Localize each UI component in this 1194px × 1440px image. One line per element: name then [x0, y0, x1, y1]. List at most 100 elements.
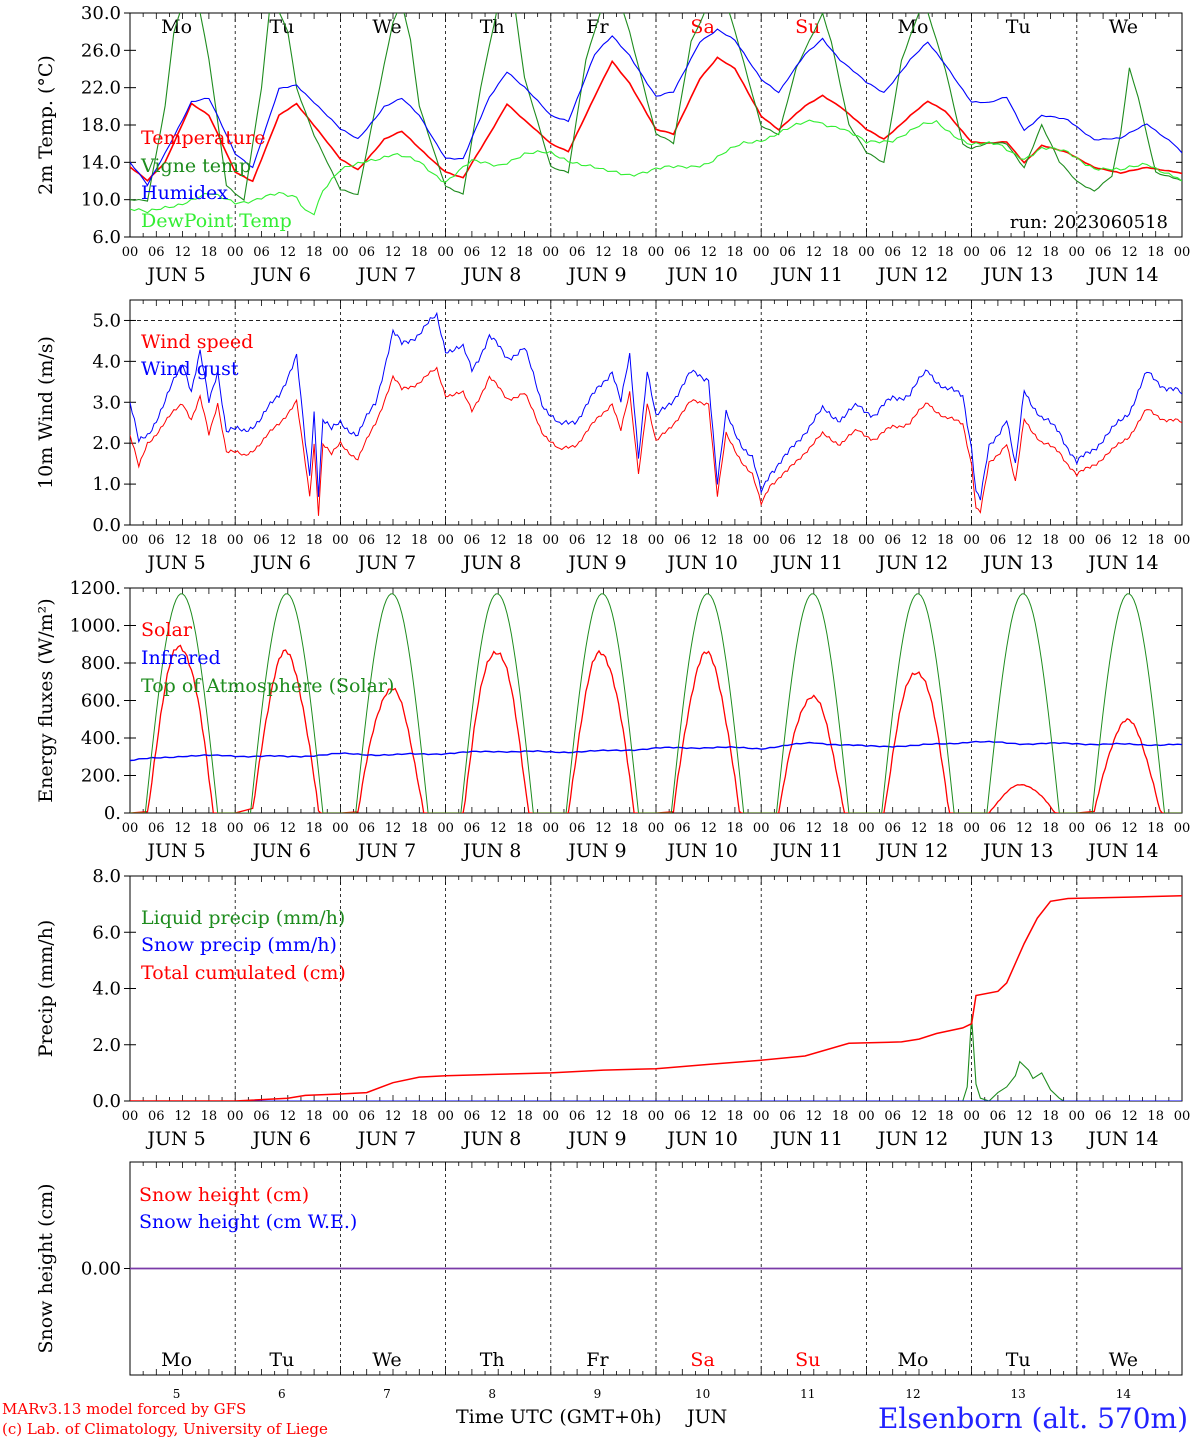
- y-tick-label: 2.0: [92, 1035, 121, 1056]
- day-number: 5: [173, 1387, 181, 1401]
- hour-label: 00: [858, 245, 875, 260]
- series-temperature: [130, 56, 1182, 183]
- hour-label: 00: [753, 245, 770, 260]
- hour-label: 00: [122, 821, 139, 836]
- hour-label: 18: [621, 1109, 638, 1124]
- day-of-week: Th: [480, 16, 505, 38]
- hour-label: 18: [621, 533, 638, 548]
- day-number: 12: [905, 1387, 920, 1401]
- date-label: JUN 12: [876, 1128, 948, 1150]
- hour-label: 06: [884, 821, 901, 836]
- date-label: JUN 5: [145, 552, 205, 574]
- day-of-week: We: [372, 16, 401, 38]
- hour-label: 18: [1147, 821, 1164, 836]
- hour-label: 18: [1147, 1109, 1164, 1124]
- y-axis-label: 2m Temp. (°C): [35, 55, 57, 195]
- day-number: 7: [383, 1387, 391, 1401]
- hour-label: 00: [227, 1109, 244, 1124]
- hour-label: 06: [464, 245, 481, 260]
- date-label: JUN 9: [566, 840, 626, 862]
- hour-label: 12: [385, 821, 402, 836]
- series-liquid-precip-mm-h-: [130, 1016, 1182, 1101]
- hour-label: 12: [911, 245, 928, 260]
- y-tick-label: 26.0: [81, 40, 121, 61]
- series-solar: [130, 644, 1182, 813]
- y-tick-label: 0.00: [81, 1259, 121, 1280]
- hour-label: 18: [1042, 533, 1059, 548]
- hour-label: 12: [1016, 245, 1033, 260]
- y-tick-label: 18.0: [81, 115, 121, 136]
- hour-label: 12: [911, 533, 928, 548]
- hour-label: 12: [280, 245, 297, 260]
- hour-label: 18: [727, 245, 744, 260]
- day-of-week: Tu: [269, 16, 294, 38]
- day-number: 11: [800, 1387, 815, 1401]
- date-label: JUN 11: [771, 264, 843, 286]
- hour-label: 00: [122, 533, 139, 548]
- hour-label: 00: [543, 1109, 560, 1124]
- hour-label: 00: [1174, 821, 1191, 836]
- day-number: 9: [594, 1387, 602, 1401]
- hour-label: 12: [595, 1109, 612, 1124]
- hour-label: 12: [280, 1109, 297, 1124]
- hour-label: 18: [516, 245, 533, 260]
- hour-label: 00: [858, 821, 875, 836]
- hour-label: 06: [674, 245, 691, 260]
- day-number: 13: [1011, 1387, 1026, 1401]
- day-of-week: Th: [480, 1349, 505, 1371]
- hour-label: 12: [174, 1109, 191, 1124]
- hour-label: 00: [543, 821, 560, 836]
- hour-label: 06: [253, 245, 270, 260]
- date-label: JUN 14: [1086, 552, 1158, 574]
- series-total-cumulated-cm-: [130, 894, 1182, 1101]
- hour-label: 06: [464, 533, 481, 548]
- hour-label: 18: [937, 821, 954, 836]
- day-of-week: Fr: [586, 16, 609, 38]
- y-tick-label: 600.: [81, 691, 121, 712]
- legend-series-vigne-temp: Vigne temp: [140, 155, 251, 177]
- y-tick-label: 1.0: [92, 474, 121, 495]
- series-group: [130, 593, 1182, 813]
- hour-label: 06: [358, 1109, 375, 1124]
- hour-label: 00: [1069, 1109, 1086, 1124]
- hour-label: 06: [1095, 245, 1112, 260]
- day-of-week: Fr: [586, 1349, 609, 1371]
- hour-label: 12: [911, 1109, 928, 1124]
- day-of-week: Mo: [898, 1349, 929, 1371]
- month-label: JUN: [685, 1406, 727, 1428]
- y-tick-label: 3.0: [92, 392, 121, 413]
- hour-label: 06: [464, 821, 481, 836]
- panel-snow: 0.00 Snow height (cm) Mo Tu We Th Fr Sa Su Mo Tu We…: [35, 1161, 1183, 1401]
- hour-label: 06: [358, 821, 375, 836]
- hour-label: 12: [280, 821, 297, 836]
- hour-label: 18: [1042, 821, 1059, 836]
- hour-label: 00: [1174, 533, 1191, 548]
- hour-label: 00: [858, 1109, 875, 1124]
- hour-label: 00: [1069, 533, 1086, 548]
- hour-label: 00: [122, 245, 139, 260]
- hour-label: 06: [884, 1109, 901, 1124]
- hour-label: 06: [884, 245, 901, 260]
- series-wind-gust: [130, 311, 1182, 501]
- date-label: JUN 12: [876, 840, 948, 862]
- hour-label: 18: [937, 245, 954, 260]
- hour-label: 12: [174, 821, 191, 836]
- date-label: JUN 11: [771, 1128, 843, 1150]
- legend-series-wind-speed: Wind speed: [141, 331, 253, 353]
- date-label: JUN 8: [461, 264, 521, 286]
- hour-label: 12: [1121, 533, 1138, 548]
- hour-label: 12: [700, 533, 717, 548]
- hour-label: 00: [858, 533, 875, 548]
- hour-label: 06: [1095, 533, 1112, 548]
- date-label: JUN 8: [461, 840, 521, 862]
- hour-label: 12: [385, 533, 402, 548]
- date-label: JUN 14: [1086, 264, 1158, 286]
- date-label: JUN 13: [981, 264, 1053, 286]
- hour-label: 06: [990, 533, 1007, 548]
- hour-label: 00: [1174, 245, 1191, 260]
- hour-label: 00: [1069, 821, 1086, 836]
- hour-label: 12: [595, 533, 612, 548]
- hour-label: 00: [332, 821, 349, 836]
- series-top-of-atmosphere-solar-: [130, 593, 1182, 813]
